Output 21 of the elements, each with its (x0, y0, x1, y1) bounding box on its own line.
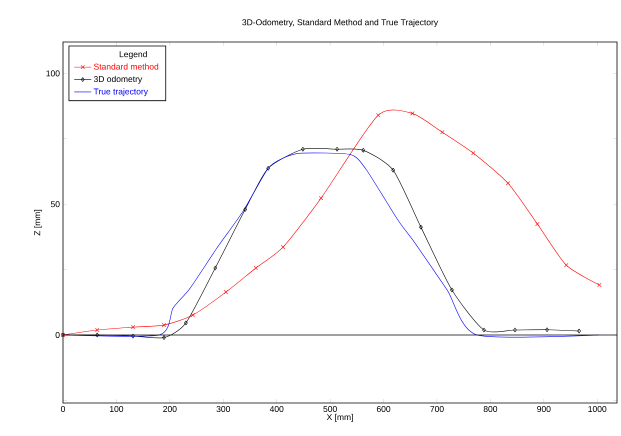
legend-title: Legend (120, 50, 147, 59)
legend-label: 3D odometry (94, 76, 142, 84)
chart-title: 3D-Odometry, Standard Method and True Trajectory (242, 19, 438, 27)
x-tick-label: 400 (270, 406, 284, 412)
y-tick-label: 0 (56, 332, 60, 338)
x-tick-label: 800 (484, 406, 498, 412)
x-tick-label: 100 (110, 406, 124, 412)
y-axis-title: Z [mm] (34, 210, 42, 236)
x-tick-label: 700 (430, 406, 444, 412)
legend-label: Standard method (94, 63, 158, 70)
x-tick-label: 900 (537, 406, 551, 412)
y-tick-label: 50 (50, 201, 60, 208)
x-tick-label: 0 (60, 406, 66, 412)
x-tick-label: 1000 (588, 406, 606, 412)
x-tick-label: 200 (163, 406, 177, 412)
x-tick-label: 600 (376, 406, 390, 412)
x-axis-title: X [mm] (326, 414, 353, 422)
x-tick-label: 500 (323, 406, 337, 412)
x-tick-label: 300 (216, 406, 230, 412)
legend-label: True trajectory (94, 88, 148, 96)
y-tick-label: 100 (46, 70, 60, 76)
